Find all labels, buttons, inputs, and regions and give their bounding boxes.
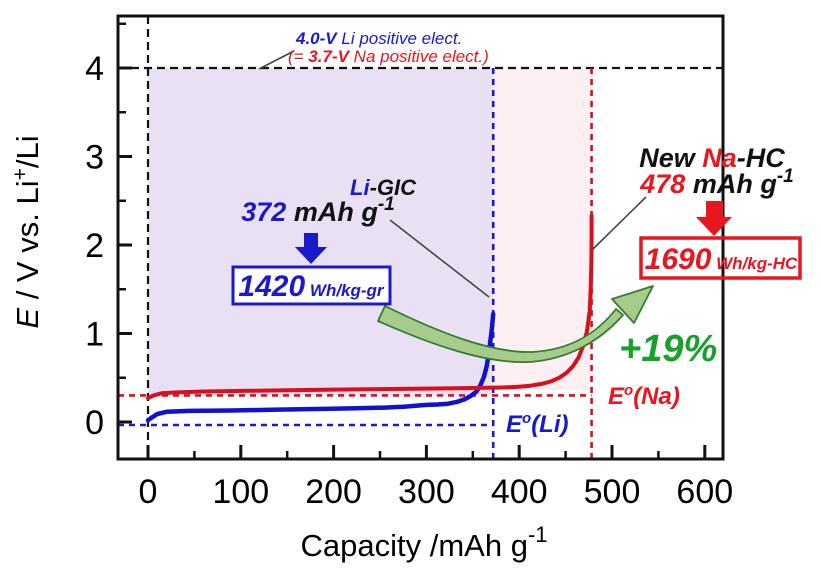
x-tick-label: 300 — [398, 473, 455, 511]
x-tick-label: 500 — [584, 473, 641, 511]
data-curves — [145, 213, 594, 423]
e0-li-label: Eo(Li) — [506, 410, 569, 438]
positive-electrode-note: 4.0-V Li positive elect. (= 3.7-V Na pos… — [288, 29, 489, 66]
gain-arrow — [376, 285, 654, 363]
na-down-arrow-icon — [696, 201, 732, 236]
x-tick-label: 600 — [676, 473, 733, 511]
y-tick-label: 4 — [85, 50, 104, 88]
gain-percent-label: +19% — [619, 328, 717, 370]
shaded-regions — [148, 68, 592, 396]
e0-na-label: Eo(Na) — [608, 382, 680, 410]
x-tick-label: 400 — [491, 473, 548, 511]
pointer-line-top-note — [258, 50, 295, 70]
na-hc-capacity: 478 mAh g-1 — [639, 166, 793, 199]
gain-arrowhead — [611, 285, 654, 324]
li-gic-capacity: 372 mAh g-1 — [241, 194, 394, 227]
curve-na-hc — [146, 213, 594, 401]
na-energy-value: 1690 Wh/kg-HC — [645, 243, 798, 276]
shaded-region-1 — [493, 68, 592, 391]
x-tick-label: 0 — [139, 473, 158, 511]
axis-ticks — [118, 22, 707, 459]
x-axis-title: Capacity /mAh g-1 — [301, 522, 548, 563]
li-gic-annotation: Li-GIC 372 mAh g-1 1420 Wh/kg-gr — [231, 175, 417, 306]
axis-tick-labels: 0 100 200 300 400 500 600 0 1 2 3 4 — [85, 50, 733, 511]
li-energy-value: 1420 Wh/kg-gr — [238, 270, 385, 303]
pointer-line-na-label — [591, 196, 647, 251]
y-tick-label: 2 — [85, 227, 104, 265]
x-tick-label: 100 — [212, 473, 269, 511]
reference-dashed-lines — [118, 16, 723, 459]
y-tick-label: 0 — [85, 404, 104, 442]
y-tick-label: 1 — [85, 316, 104, 354]
na-hc-annotation: New Na-HC 478 mAh g-1 1690 Wh/kg-HC — [639, 143, 802, 280]
li-gic-name: Li-GIC — [350, 175, 417, 200]
note-line-na: (= 3.7-V Na positive elect.) — [288, 47, 489, 66]
gain-arrow-shaft — [376, 304, 625, 363]
li-down-arrow-icon — [295, 233, 327, 264]
x-tick-label: 200 — [305, 473, 362, 511]
curve-li-gic — [145, 311, 496, 423]
pointer-line-li-label — [389, 219, 490, 298]
na-hc-name: New Na-HC — [639, 143, 785, 173]
y-axis-title: E / V vs. Li+/Li — [9, 135, 45, 328]
na-energy-box — [639, 236, 802, 280]
li-energy-box — [231, 265, 392, 306]
y-tick-label: 3 — [85, 139, 104, 177]
note-line-li: 4.0-V Li positive elect. — [295, 29, 462, 48]
